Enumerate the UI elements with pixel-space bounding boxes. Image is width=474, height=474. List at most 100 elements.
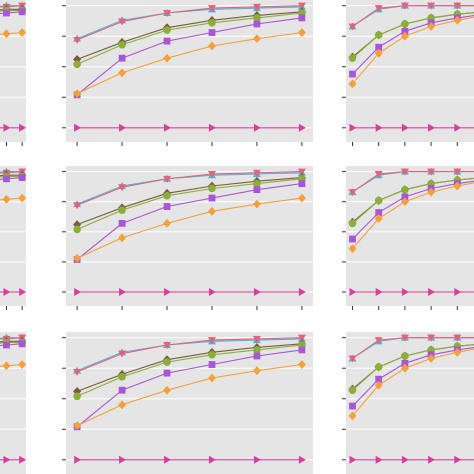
marker-triangle-down <box>207 337 216 345</box>
marker-square <box>18 8 26 16</box>
marker-triangle-down <box>252 169 261 177</box>
marker-diamond <box>207 41 216 51</box>
marker-triangle-down <box>374 337 383 345</box>
marker-triangle-right <box>208 455 216 464</box>
marker-triangle-right <box>19 123 27 132</box>
marker-triangle-down <box>73 368 82 376</box>
marker-triangle-right <box>74 123 82 132</box>
marker-diamond <box>73 421 82 431</box>
marker-triangle-down <box>207 171 216 179</box>
marker-triangle-right <box>375 123 383 132</box>
marker-square <box>401 27 409 35</box>
series-line-6 <box>352 348 474 417</box>
marker-square <box>298 14 306 22</box>
marker-diamond <box>163 53 172 63</box>
marker-diamond <box>163 385 172 395</box>
series-line-3 <box>76 11 302 60</box>
series-line-5 <box>76 17 302 96</box>
marker-triangle-down <box>400 334 409 342</box>
marker-diamond <box>427 354 436 363</box>
marker-square <box>208 361 216 368</box>
panel-background <box>0 332 26 474</box>
marker-square <box>163 203 171 210</box>
marker-diamond <box>348 411 357 421</box>
marker-triangle-right <box>454 123 462 132</box>
marker-diamond <box>118 400 127 410</box>
marker-circle <box>348 219 357 228</box>
series-line-5 <box>352 346 474 407</box>
series-line-2 <box>0 171 23 174</box>
marker-triangle-right <box>253 455 261 464</box>
marker-triangle-down <box>400 2 409 10</box>
series-line-3 <box>76 177 302 226</box>
marker-triangle-right <box>3 123 11 132</box>
panel-background <box>0 166 26 306</box>
series-line-4 <box>352 12 474 59</box>
series-line-6 <box>352 16 474 85</box>
marker-triangle-right <box>454 455 462 464</box>
marker-triangle-right <box>119 455 127 464</box>
series-line-1 <box>76 172 302 205</box>
marker-diamond <box>453 15 462 25</box>
series-line-2 <box>0 337 23 340</box>
marker-circle <box>73 60 81 69</box>
marker-triangle-right <box>253 288 261 296</box>
marker-triangle-right <box>349 288 357 296</box>
marker-circle <box>374 196 383 205</box>
marker-circle <box>374 363 383 371</box>
marker-square <box>18 340 26 348</box>
marker-diamond <box>18 360 27 369</box>
series-line-2 <box>76 5 302 41</box>
marker-diamond <box>374 380 383 390</box>
marker-diamond <box>427 187 436 197</box>
marker-diamond <box>400 363 409 373</box>
series-line-2 <box>352 337 474 359</box>
marker-circle <box>253 179 261 188</box>
marker-triangle-right <box>3 455 11 464</box>
marker-circle <box>401 352 409 360</box>
marker-triangle-right <box>74 288 82 296</box>
marker-circle <box>208 18 216 27</box>
marker-triangle-right <box>298 455 306 464</box>
series-line-3 <box>76 343 302 392</box>
series-line-1 <box>76 338 302 372</box>
panel-background <box>346 0 474 142</box>
marker-diamond <box>374 214 383 223</box>
marker-square <box>3 175 10 183</box>
marker-square <box>349 70 356 78</box>
marker-triangle-right <box>208 288 216 296</box>
marker-diamond <box>73 89 82 99</box>
marker-triangle-right <box>298 123 306 132</box>
marker-triangle-down <box>453 168 462 176</box>
marker-square <box>375 43 383 51</box>
series-line-4 <box>76 344 302 397</box>
marker-diamond <box>163 218 172 228</box>
marker-triangle-right <box>428 123 436 132</box>
series-line-1 <box>76 6 302 40</box>
panel-r1-c0 <box>0 166 27 310</box>
panel-r0-c1 <box>62 0 313 146</box>
marker-diamond <box>73 253 82 263</box>
marker-triangle-down <box>118 350 127 358</box>
marker-diamond <box>453 347 462 357</box>
marker-circle <box>401 185 409 194</box>
marker-triangle-down <box>297 168 306 176</box>
marker-diamond <box>2 361 11 371</box>
marker-triangle-right <box>74 455 82 464</box>
marker-diamond <box>18 28 27 37</box>
marker-triangle-right <box>428 288 436 296</box>
marker-square <box>163 369 171 377</box>
marker-square <box>3 9 10 17</box>
marker-diamond <box>297 193 306 203</box>
marker-square <box>253 20 261 28</box>
panel-r2-c0 <box>0 332 27 474</box>
marker-triangle-down <box>163 175 172 183</box>
series-line-2 <box>76 337 302 373</box>
panel-r2-c1 <box>62 332 313 474</box>
marker-triangle-down <box>348 23 357 31</box>
marker-circle <box>163 191 171 200</box>
marker-triangle-down <box>118 184 127 192</box>
marker-diamond <box>118 68 127 78</box>
marker-triangle-right <box>164 288 172 296</box>
